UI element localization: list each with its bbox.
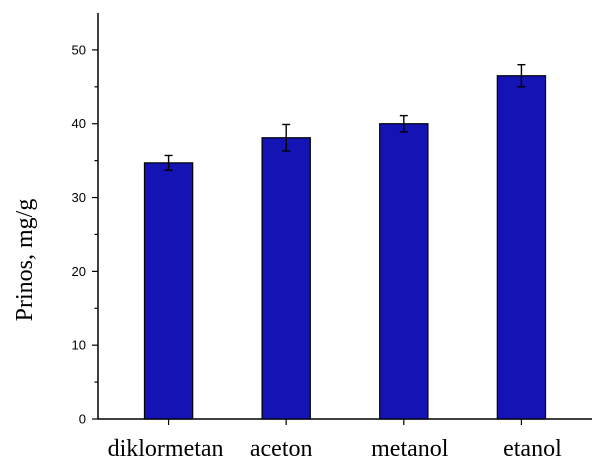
x-tick-label-diklormetan: diklormetan [108,436,224,462]
y-tick-label: 0 [79,412,86,427]
bar-etanol [496,75,547,420]
y-tick-label: 50 [72,42,86,57]
y-tick-label: 40 [72,116,86,131]
bar-metanol [379,123,429,420]
x-tick-label-etanol: etanol [503,436,562,462]
error-bars-group [164,63,526,171]
y-tick-label: 10 [72,338,86,353]
bar-aceton [261,137,311,420]
bar-diklormetan [143,162,194,420]
y-axis-title: Prinos, mg/g [12,199,38,322]
x-tick-label-metanol: metanol [371,436,449,462]
y-tick-label: 30 [72,190,86,205]
y-tick-label: 20 [72,264,86,279]
bars-group [143,75,547,420]
x-tick-label-aceton: aceton [250,436,313,462]
y-axis-ticks: 0 10 20 30 40 50 [72,42,98,427]
x-axis-labels: diklormetan aceton metanol etanol [108,419,562,462]
